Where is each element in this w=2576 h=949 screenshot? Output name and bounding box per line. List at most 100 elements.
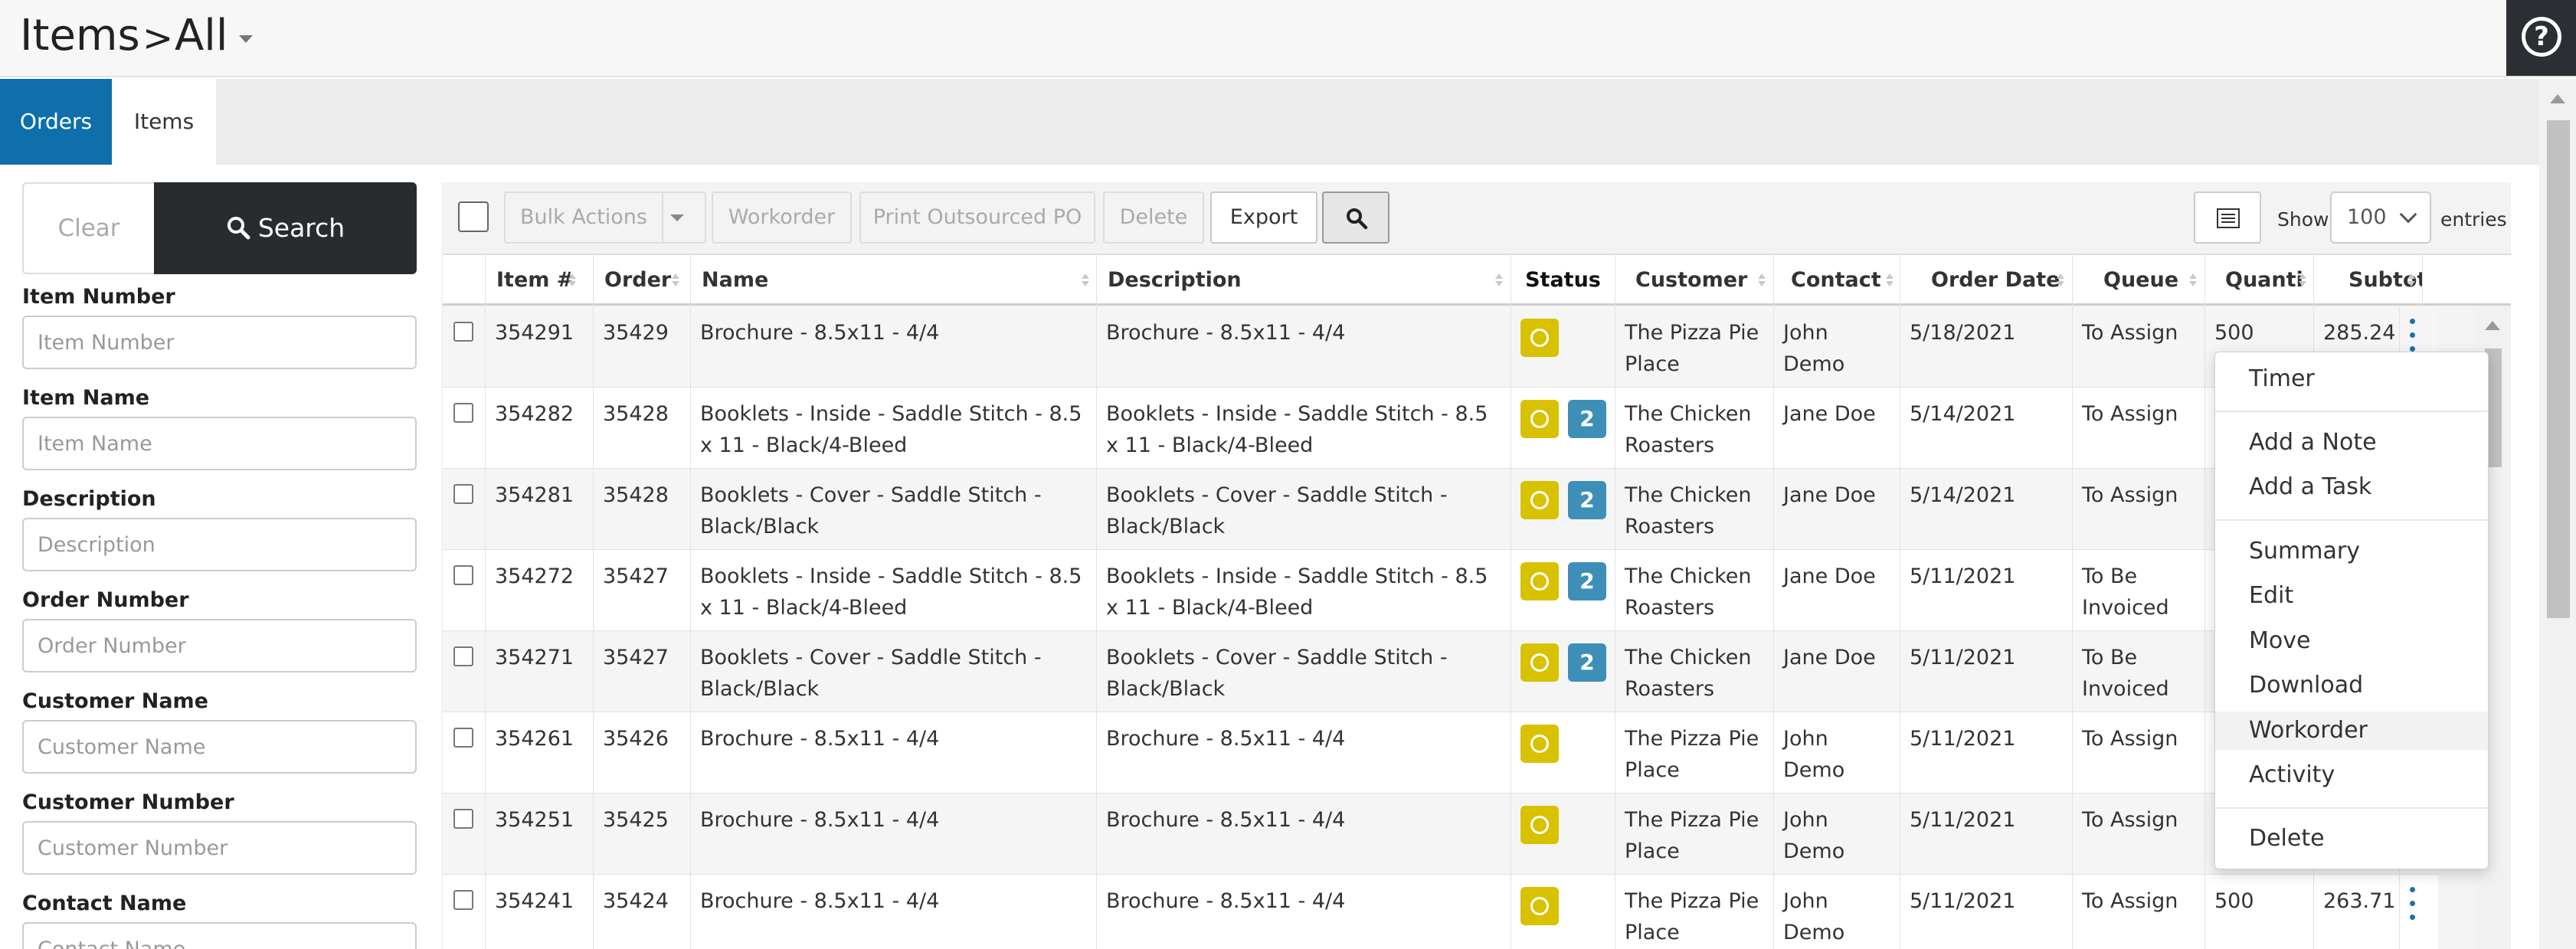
status-progress-icon[interactable] — [1520, 887, 1559, 925]
scroll-up-icon[interactable] — [2485, 321, 2500, 330]
row-checkbox[interactable] — [453, 322, 473, 342]
scroll-up-icon[interactable] — [2550, 94, 2565, 103]
table-search-button[interactable] — [1322, 191, 1389, 244]
customer-name-input[interactable] — [22, 720, 417, 774]
column-header-order[interactable]: Order — [594, 255, 691, 306]
row-checkbox-cell — [443, 794, 486, 874]
column-visibility-button[interactable] — [2194, 191, 2261, 244]
cell-description: Brochure - 8.5x11 - 4/4 — [1097, 306, 1511, 387]
cell-item-number: 354272 — [486, 550, 594, 630]
tab-items[interactable]: Items — [112, 79, 216, 165]
more-options-icon[interactable] — [2407, 319, 2417, 352]
help-button[interactable]: ? — [2506, 0, 2576, 76]
status-count-badge[interactable]: 2 — [1568, 643, 1606, 682]
delete-button[interactable]: Delete — [1103, 191, 1204, 244]
table-row[interactable]: 354261 35426 Brochure - 8.5x11 - 4/4 Brochu… — [443, 712, 2438, 794]
status-progress-icon[interactable] — [1520, 319, 1559, 357]
order-number-input[interactable] — [22, 619, 417, 672]
table-row[interactable]: 354271 35427 Booklets - Cover - Saddle Sti… — [443, 631, 2438, 712]
customer-number-input[interactable] — [22, 821, 417, 875]
cell-item-name: Booklets - Inside - Saddle Stitch - 8.5 … — [691, 550, 1097, 630]
cell-item-number: 354281 — [486, 469, 594, 549]
status-progress-icon[interactable] — [1520, 481, 1559, 519]
more-options-icon[interactable] — [2407, 887, 2417, 921]
menu-item-timer[interactable]: Timer — [2249, 365, 2315, 392]
cell-order-number: 35429 — [594, 306, 691, 387]
row-checkbox[interactable] — [453, 646, 473, 666]
chevron-down-icon[interactable] — [239, 35, 253, 43]
row-checkbox[interactable] — [453, 728, 473, 748]
item-name-input[interactable] — [22, 417, 417, 470]
column-header-customer[interactable]: Customer — [1615, 255, 1774, 306]
status-progress-icon[interactable] — [1520, 806, 1559, 844]
menu-item-workorder[interactable]: Workorder — [2215, 712, 2488, 750]
cell-item-number: 354251 — [486, 794, 594, 874]
menu-item-move[interactable]: Move — [2249, 627, 2311, 654]
status-count-badge[interactable]: 2 — [1568, 400, 1606, 438]
cell-actions[interactable] — [2400, 306, 2438, 387]
table-row[interactable]: 354282 35428 Booklets - Inside - Saddle St… — [443, 388, 2438, 469]
tab-orders[interactable]: Orders — [0, 79, 112, 165]
column-header-item-number[interactable]: Item # — [486, 255, 594, 306]
item-number-input[interactable] — [22, 316, 417, 369]
print-outsourced-po-button[interactable]: Print Outsourced PO — [859, 191, 1095, 244]
menu-item-edit[interactable]: Edit — [2249, 582, 2294, 609]
table-row[interactable]: 354251 35425 Brochure - 8.5x11 - 4/4 Brochu… — [443, 794, 2438, 875]
entries-per-page-select[interactable]: 100 — [2330, 191, 2431, 244]
status-progress-icon[interactable] — [1520, 725, 1559, 763]
contact-name-input[interactable] — [22, 922, 417, 949]
chevron-down-icon — [2399, 205, 2417, 224]
row-checkbox[interactable] — [453, 565, 473, 585]
workorder-button[interactable]: Workorder — [712, 191, 852, 244]
menu-item-summary[interactable]: Summary — [2249, 538, 2360, 564]
column-header-description[interactable]: Description — [1097, 255, 1511, 306]
cell-description: Brochure - 8.5x11 - 4/4 — [1097, 794, 1511, 874]
column-header-order-date[interactable]: Order Date — [1900, 255, 2073, 306]
cell-status — [1511, 712, 1615, 793]
contact-name-label: Contact Name — [22, 892, 187, 915]
menu-item-add-note[interactable]: Add a Note — [2249, 429, 2377, 456]
cell-contact: Jane Doe — [1774, 631, 1900, 712]
column-header-queue[interactable]: Queue — [2073, 255, 2205, 306]
bulk-actions-dropdown[interactable] — [662, 191, 706, 244]
row-checkbox[interactable] — [453, 890, 473, 910]
cell-subtotal: 285.24 — [2314, 306, 2400, 387]
column-header-name[interactable]: Name — [691, 255, 1097, 306]
column-header-subtotal[interactable]: Subtot — [2314, 255, 2423, 306]
scrollbar-thumb[interactable] — [2547, 120, 2570, 618]
status-progress-icon[interactable] — [1520, 643, 1559, 682]
row-checkbox[interactable] — [453, 403, 473, 423]
menu-item-activity[interactable]: Activity — [2249, 761, 2335, 788]
cell-actions[interactable] — [2400, 875, 2438, 949]
menu-item-download[interactable]: Download — [2249, 672, 2364, 699]
status-count-badge[interactable]: 2 — [1568, 562, 1606, 600]
page-scrollbar[interactable] — [2539, 79, 2576, 949]
cell-contact: Jane Doe — [1774, 550, 1900, 630]
clear-button[interactable]: Clear — [22, 182, 154, 274]
breadcrumb-view-dropdown[interactable]: All — [175, 11, 228, 61]
sort-icon — [1495, 273, 1503, 287]
scrollbar-thumb[interactable] — [2485, 349, 2502, 467]
status-count-badge[interactable]: 2 — [1568, 481, 1606, 519]
menu-item-add-task[interactable]: Add a Task — [2249, 473, 2372, 500]
table-row[interactable]: 354241 35424 Brochure - 8.5x11 - 4/4 Brochu… — [443, 875, 2438, 949]
search-button[interactable]: Search — [154, 182, 417, 274]
sort-icon — [2407, 273, 2415, 287]
row-checkbox[interactable] — [453, 809, 473, 829]
status-progress-icon[interactable] — [1520, 562, 1559, 600]
table-row[interactable]: 354272 35427 Booklets - Inside - Saddle St… — [443, 550, 2438, 631]
menu-item-delete[interactable]: Delete — [2249, 825, 2325, 852]
column-header-quantity[interactable]: Quanti — [2205, 255, 2314, 306]
cell-description: Booklets - Inside - Saddle Stitch - 8.5 … — [1097, 388, 1511, 468]
table-row[interactable]: 354291 35429 Brochure - 8.5x11 - 4/4 Brochu… — [443, 306, 2438, 388]
status-progress-icon[interactable] — [1520, 400, 1559, 438]
tab-bar: Orders Items — [0, 79, 2576, 165]
export-button[interactable]: Export — [1210, 191, 1317, 244]
bulk-actions-button[interactable]: Bulk Actions — [504, 191, 663, 244]
description-input[interactable] — [22, 518, 417, 571]
cell-order-number: 35426 — [594, 712, 691, 793]
column-header-contact[interactable]: Contact — [1774, 255, 1900, 306]
select-all-checkbox[interactable] — [458, 201, 489, 232]
table-row[interactable]: 354281 35428 Booklets - Cover - Saddle Sti… — [443, 469, 2438, 550]
row-checkbox[interactable] — [453, 484, 473, 504]
